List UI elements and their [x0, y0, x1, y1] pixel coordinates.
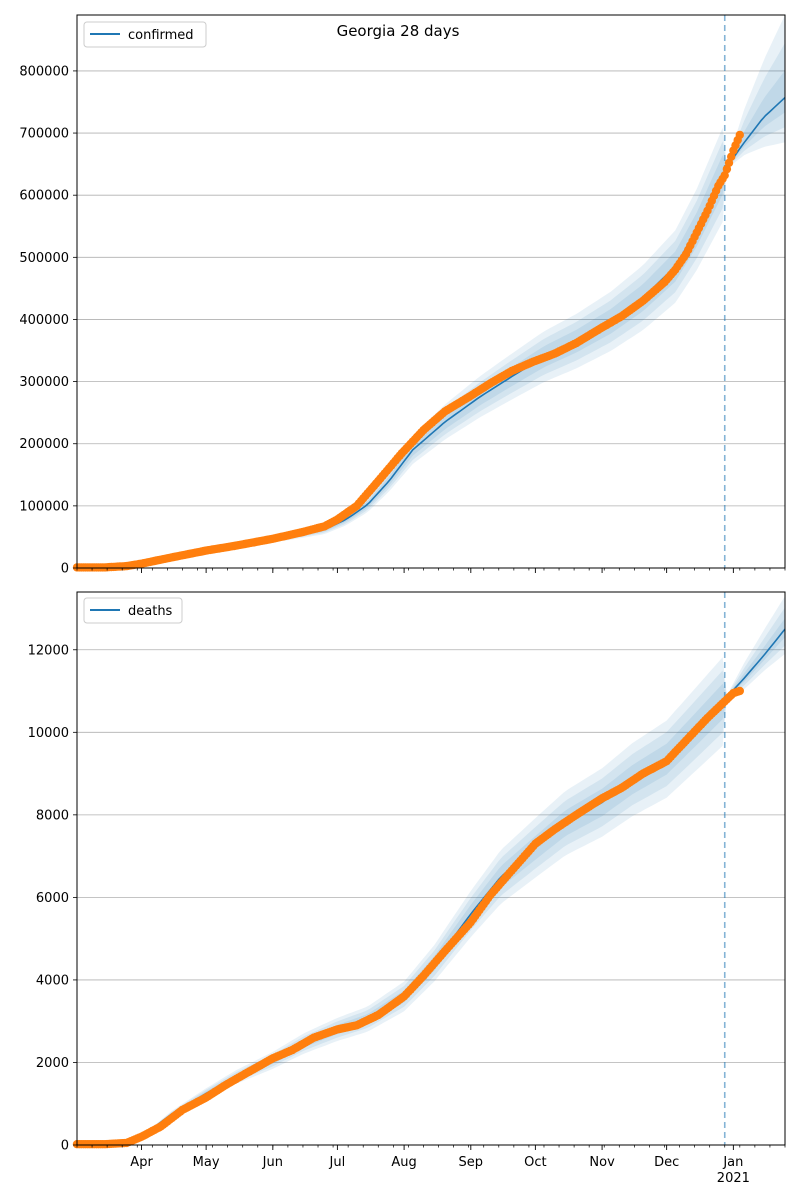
y-tick-label: 800000 — [19, 64, 69, 79]
y-tick-label: 400000 — [19, 313, 69, 328]
y-tick-label: 0 — [61, 1139, 69, 1154]
month-label: Jan — [722, 1155, 743, 1170]
legend-label: deaths — [128, 604, 173, 619]
deaths-axes-frame — [76, 591, 786, 1146]
month-label: Sep — [459, 1155, 484, 1170]
month-label: May — [193, 1155, 220, 1170]
deaths-y-ticks: 0 2000 4000 6000 8000 10000 12000 — [28, 643, 77, 1154]
y-tick-label: 300000 — [19, 375, 69, 390]
y-tick-label: 8000 — [36, 808, 69, 823]
confirmed-y-ticks: 0 100000 200000 300000 400000 500000 600000 700… — [19, 64, 77, 577]
y-tick-label: 600000 — [19, 189, 69, 204]
confirmed-x-ticks — [76, 568, 786, 573]
observed-point — [735, 130, 744, 140]
deaths-legend: deaths — [83, 597, 183, 624]
y-tick-label: 4000 — [36, 973, 69, 988]
confirmed-legend: confirmed — [83, 21, 207, 48]
y-tick-label: 10000 — [28, 726, 69, 741]
year-label: 2021 — [717, 1171, 750, 1186]
month-label: Jul — [329, 1155, 346, 1170]
axes-frame — [76, 591, 786, 1146]
month-label: Dec — [654, 1155, 679, 1170]
uncertainty-band — [77, 618, 785, 1145]
confirmed-axes-frame — [76, 14, 786, 569]
deaths-model-line — [76, 628, 786, 1146]
deaths-x-ticks — [76, 1145, 786, 1150]
month-label: Apr — [130, 1155, 153, 1170]
confirmed-gridlines — [77, 70, 785, 507]
y-tick-label: 2000 — [36, 1056, 69, 1071]
uncertainty-band — [77, 43, 785, 569]
month-label: Jun — [262, 1155, 283, 1170]
y-tick-label: 0 — [61, 562, 69, 577]
model-line — [76, 97, 786, 569]
y-tick-label: 100000 — [19, 499, 69, 514]
month-label: Nov — [589, 1155, 615, 1170]
month-label: Aug — [391, 1155, 416, 1170]
confirmed-model-line — [76, 97, 786, 569]
y-tick-label: 200000 — [19, 437, 69, 452]
y-tick-label: 12000 — [28, 643, 69, 658]
confirmed-panel: 0 100000 200000 300000 400000 500000 600000 700… — [19, 14, 786, 577]
y-tick-label: 6000 — [36, 891, 69, 906]
legend-box — [83, 21, 207, 48]
uncertainty-band — [77, 607, 785, 1145]
model-line — [76, 628, 786, 1146]
observed-point — [735, 686, 744, 696]
deaths-observed-points — [72, 686, 744, 1149]
confirmed-observed-points — [72, 130, 744, 572]
confirmed-uncertainty-bands — [77, 15, 785, 569]
y-tick-label: 700000 — [19, 127, 69, 142]
axes-frame — [76, 14, 786, 569]
legend-box — [83, 597, 183, 624]
month-label: Oct — [524, 1155, 546, 1170]
uncertainty-band — [77, 15, 785, 568]
deaths-gridlines — [77, 649, 785, 1063]
figure-title: Georgia 28 days — [337, 22, 460, 40]
deaths-panel: 0 2000 4000 6000 8000 10000 12000 Apr May Jun Jul… — [28, 591, 786, 1186]
y-tick-label: 500000 — [19, 251, 69, 266]
legend-label: confirmed — [128, 28, 194, 43]
